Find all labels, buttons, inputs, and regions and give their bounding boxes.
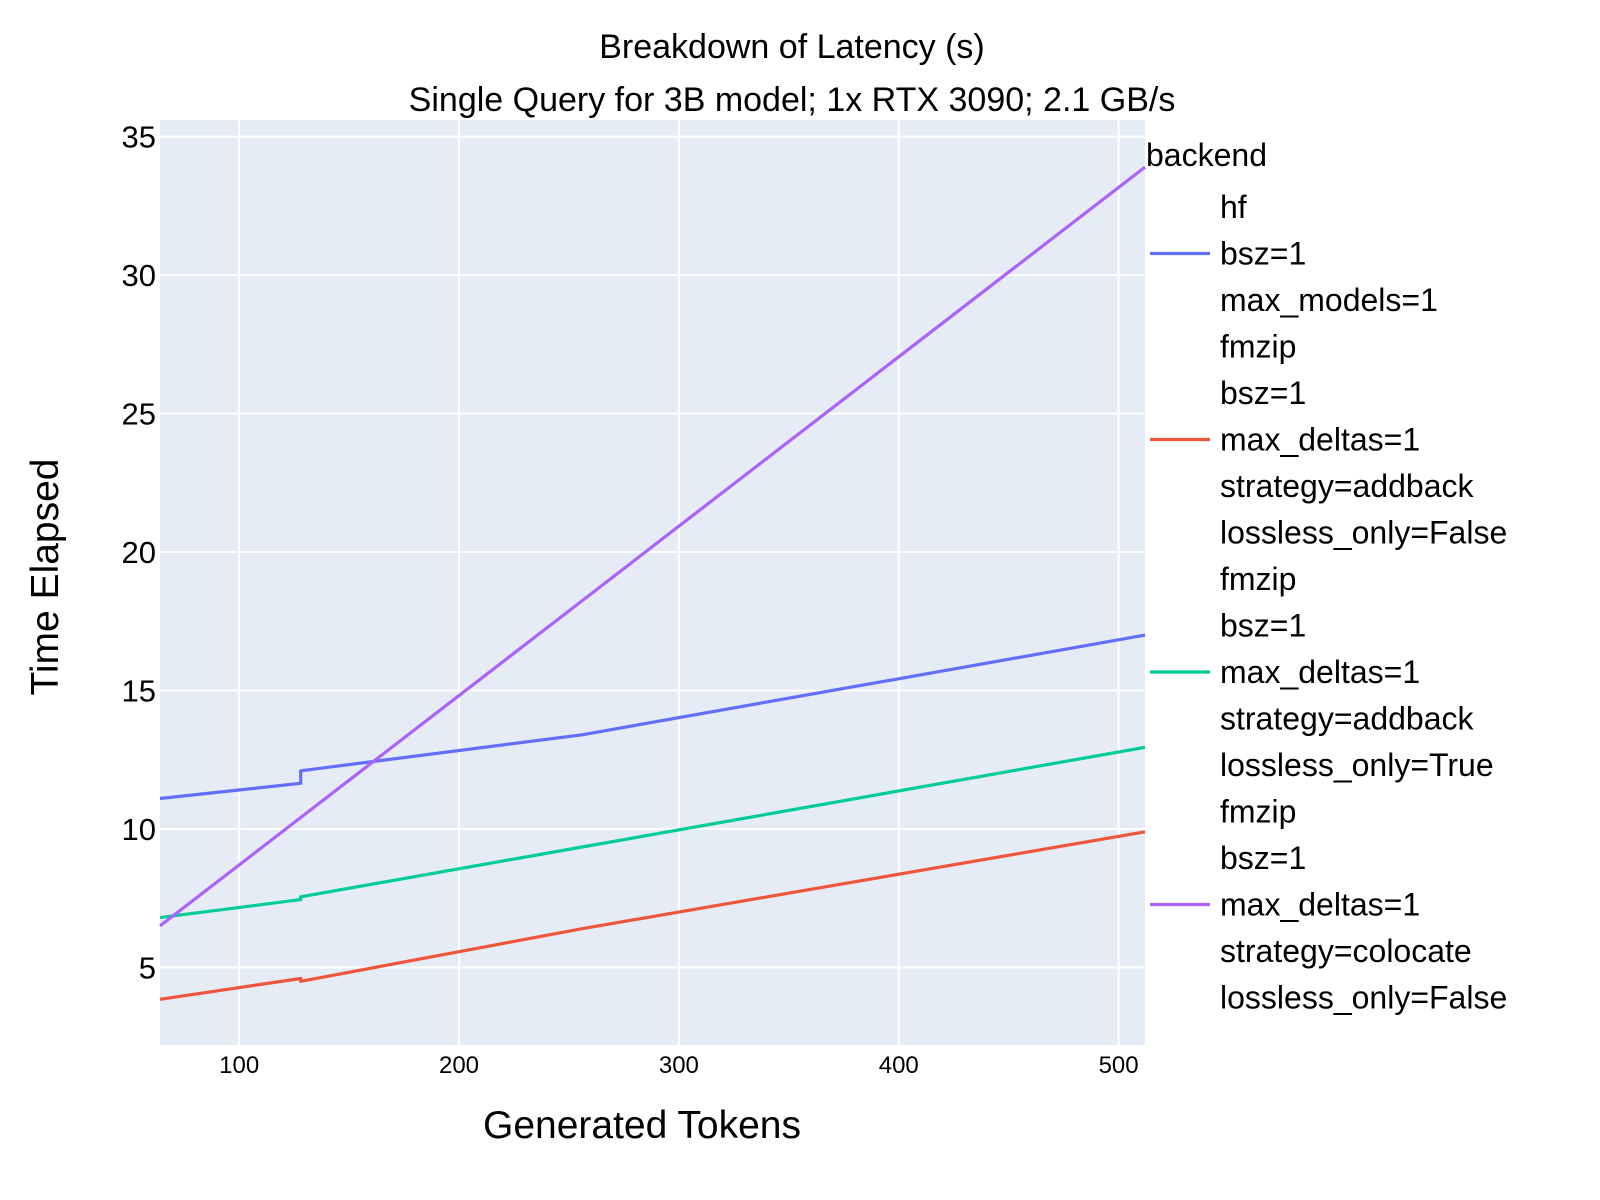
legend-label: lossless_only=True bbox=[1220, 747, 1494, 783]
y-tick-label: 20 bbox=[122, 535, 156, 570]
legend-label: hf bbox=[1220, 189, 1247, 225]
legend-label: lossless_only=False bbox=[1220, 980, 1507, 1016]
legend-label: strategy=addback bbox=[1220, 701, 1475, 737]
legend-label: fmzip bbox=[1220, 329, 1296, 365]
legend-label: bsz=1 bbox=[1220, 840, 1306, 876]
y-axis-title: Time Elapsed bbox=[24, 459, 67, 696]
legend-label: max_deltas=1 bbox=[1220, 887, 1420, 923]
y-tick-label: 10 bbox=[122, 812, 156, 847]
y-tick-label: 15 bbox=[122, 674, 156, 709]
legend-label: bsz=1 bbox=[1220, 608, 1306, 644]
series-line-1 bbox=[159, 633, 1146, 801]
series-line-4 bbox=[159, 165, 1146, 928]
plot-area bbox=[160, 120, 1145, 1045]
legend-label: strategy=addback bbox=[1220, 468, 1475, 504]
y-tick-label: 30 bbox=[122, 258, 156, 293]
y-tick-label: 35 bbox=[122, 120, 156, 155]
chart-subtitle: Single Query for 3B model; 1x RTX 3090; … bbox=[409, 81, 1176, 119]
legend-item-1[interactable]: hf bsz=1 max_models=1 bbox=[1150, 189, 1438, 318]
legend-label: fmzip bbox=[1220, 561, 1296, 597]
y-tick-label: 25 bbox=[122, 397, 156, 432]
y-tick-label: 5 bbox=[139, 950, 156, 985]
series-line-2 bbox=[159, 830, 1146, 1001]
y-axis-ticks: 5 10 15 20 25 30 35 bbox=[122, 120, 156, 986]
x-tick-label: 200 bbox=[439, 1052, 479, 1079]
legend-label: max_models=1 bbox=[1220, 282, 1438, 318]
legend-label: strategy=colocate bbox=[1220, 933, 1472, 969]
legend-label: bsz=1 bbox=[1220, 236, 1306, 272]
x-axis-title: Generated Tokens bbox=[483, 1104, 801, 1147]
legend-label: max_deltas=1 bbox=[1220, 654, 1420, 690]
legend-label: bsz=1 bbox=[1220, 375, 1306, 411]
x-tick-label: 400 bbox=[879, 1052, 919, 1079]
x-tick-label: 500 bbox=[1099, 1052, 1139, 1079]
series-group bbox=[159, 165, 1146, 1001]
x-axis-ticks: 100 200 300 400 500 bbox=[219, 1052, 1139, 1079]
legend-item-2[interactable]: fmzip bsz=1 max_deltas=1 strategy=addback lo… bbox=[1150, 329, 1507, 551]
series-line-3 bbox=[159, 745, 1146, 920]
x-tick-label: 300 bbox=[659, 1052, 699, 1079]
grid bbox=[160, 120, 1145, 1045]
legend-title: backend bbox=[1146, 137, 1267, 173]
chart-title: Breakdown of Latency (s) bbox=[599, 28, 985, 66]
legend-label: max_deltas=1 bbox=[1220, 422, 1420, 458]
legend-label: fmzip bbox=[1220, 794, 1296, 830]
legend-label: lossless_only=False bbox=[1220, 515, 1507, 551]
x-tick-label: 100 bbox=[219, 1052, 259, 1079]
legend-item-4[interactable]: fmzip bsz=1 max_deltas=1 strategy=colocate l… bbox=[1150, 794, 1507, 1016]
legend-item-3[interactable]: fmzip bsz=1 max_deltas=1 strategy=addback lo… bbox=[1150, 561, 1494, 783]
